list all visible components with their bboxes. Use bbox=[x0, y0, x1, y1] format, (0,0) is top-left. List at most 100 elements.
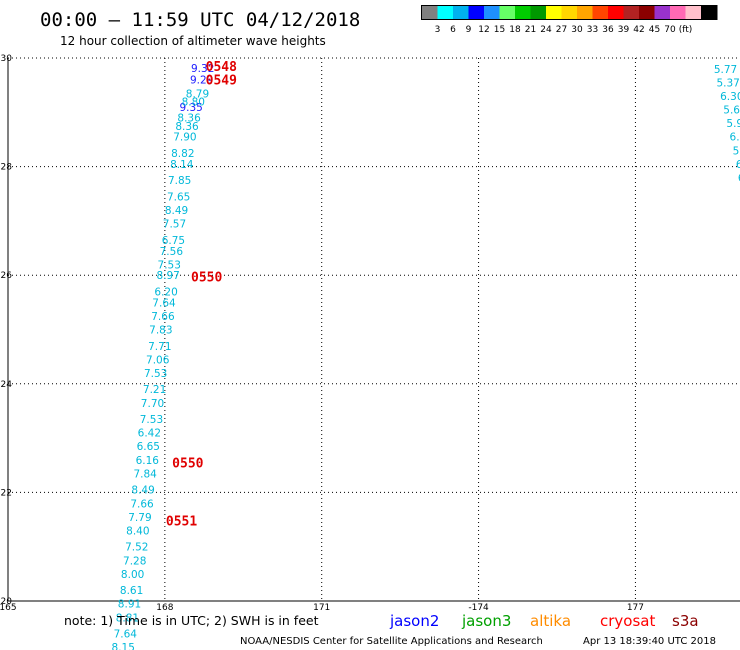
data-point-label: 7.57 bbox=[163, 219, 186, 231]
colorbar-swatch bbox=[639, 6, 655, 19]
colorbar-label: 9 bbox=[466, 25, 472, 35]
data-point-label: 8.15 bbox=[112, 642, 135, 650]
colorbar-swatch bbox=[546, 6, 562, 19]
data-point-label: 7.53 bbox=[144, 368, 167, 380]
colorbar-swatch bbox=[623, 6, 639, 19]
time-annotation: 0551 bbox=[166, 515, 197, 530]
data-point-label: 6.42 bbox=[138, 428, 161, 440]
colorbar-swatch bbox=[530, 6, 546, 19]
data-point-label: 9.29 bbox=[190, 75, 213, 87]
data-point-label: 7.65 bbox=[167, 191, 190, 203]
y-tick-label: 26 bbox=[1, 271, 13, 281]
data-point-label: 7.66 bbox=[151, 311, 175, 323]
satellite-legend-item: s3a bbox=[672, 612, 699, 630]
y-tick-label: 28 bbox=[1, 163, 13, 173]
colorbar-label: 39 bbox=[618, 25, 630, 35]
data-points: 9.329.299.358.798.808.368.367.908.828.14… bbox=[112, 63, 740, 650]
data-point-label: 6.16 bbox=[136, 455, 160, 467]
data-point-label: 5.88 bbox=[733, 145, 740, 157]
data-point-label: 9.35 bbox=[179, 102, 202, 114]
data-point-label: 6.20 bbox=[154, 286, 177, 298]
data-point-label: 7.85 bbox=[168, 175, 191, 187]
chart-title: 00:00 – 11:59 UTC 04/12/2018 bbox=[40, 9, 360, 31]
x-tick-label: -174 bbox=[468, 603, 489, 613]
satellite-legend-item: cryosat bbox=[600, 612, 655, 630]
data-point-label: 7.56 bbox=[160, 246, 184, 258]
data-point-label: 5.37 bbox=[716, 77, 739, 89]
x-tick-label: 171 bbox=[313, 603, 330, 613]
footer-note: note: 1) Time is in UTC; 2) SWH is in fe… bbox=[64, 613, 319, 628]
colorbar-swatch bbox=[422, 6, 438, 19]
colorbar-label: 6 bbox=[450, 25, 456, 35]
colorbar-swatch bbox=[468, 6, 484, 19]
data-point-label: 8.36 bbox=[175, 121, 199, 133]
data-point-label: 7.53 bbox=[140, 414, 163, 426]
colorbar-swatch bbox=[484, 6, 500, 19]
data-point-label: 7.28 bbox=[123, 555, 146, 567]
data-point-label: 7.06 bbox=[146, 354, 170, 366]
colorbar-swatch bbox=[592, 6, 608, 19]
time-annotation: 0550 bbox=[172, 457, 203, 472]
data-point-label: 6.30 bbox=[720, 91, 740, 103]
data-point-label: 8.49 bbox=[131, 485, 154, 497]
data-point-label: 7.66 bbox=[130, 498, 154, 510]
data-point-label: 9.32 bbox=[191, 63, 214, 75]
data-point-label: 8.49 bbox=[165, 205, 188, 217]
colorbar-label: 45 bbox=[649, 25, 660, 35]
time-annotations: 05480549055005500551094 bbox=[166, 60, 237, 530]
satellite-legend: jason2 jason3 altika cryosat s3a bbox=[389, 612, 699, 630]
data-point-label: 8.36 bbox=[177, 113, 201, 125]
colorbar-label: 30 bbox=[571, 25, 583, 35]
data-point-label: 8.91 bbox=[118, 599, 141, 611]
data-point-label: 7.52 bbox=[125, 542, 148, 554]
time-annotation: 0549 bbox=[206, 74, 237, 89]
chart-grid bbox=[7, 57, 740, 602]
colorbar-swatch bbox=[685, 6, 701, 19]
colorbar-swatch bbox=[701, 6, 717, 19]
satellite-legend-item: jason2 bbox=[389, 612, 439, 630]
colorbar-swatch bbox=[608, 6, 624, 19]
data-point-label: 8.80 bbox=[182, 96, 205, 108]
y-tick-label: 20 bbox=[1, 597, 13, 607]
colorbar-label: (ft) bbox=[679, 25, 693, 35]
colorbar-label: 3 bbox=[435, 25, 441, 35]
timestamp-text: Apr 13 18:39:40 UTC 2018 bbox=[583, 636, 716, 647]
colorbar-swatch bbox=[437, 6, 453, 19]
y-tick-label: 30 bbox=[1, 54, 13, 64]
data-point-label: 8.14 bbox=[170, 159, 194, 171]
y-tick-label: 24 bbox=[1, 380, 13, 390]
colorbar-swatch bbox=[499, 6, 515, 19]
data-point-label: 5.62 bbox=[723, 105, 740, 117]
colorbar-swatch bbox=[577, 6, 593, 19]
colorbar-label: 15 bbox=[494, 25, 505, 35]
colorbar-label: 21 bbox=[525, 25, 536, 35]
data-point-label: 8.00 bbox=[121, 569, 144, 581]
data-point-label: 6.90 bbox=[730, 132, 740, 144]
data-point-label: 6.65 bbox=[137, 441, 160, 453]
colorbar-legend: 3 6 9 12 15 18 21 24 27 30 33 36 39 42 45 70 (ft) bbox=[421, 5, 718, 35]
colorbar-label: 24 bbox=[540, 25, 552, 35]
data-point-label: 6.19 bbox=[736, 159, 740, 171]
satellite-legend-item: jason3 bbox=[461, 612, 511, 630]
data-point-label: 5.77 bbox=[714, 64, 737, 76]
data-point-label: 8.79 bbox=[186, 88, 209, 100]
colorbar-swatch bbox=[453, 6, 469, 19]
y-tick-label: 22 bbox=[1, 488, 12, 498]
data-point-label: 7.64 bbox=[114, 629, 138, 641]
data-point-label: 7.21 bbox=[143, 384, 166, 396]
credit-text: NOAA/NESDIS Center for Satellite Applica… bbox=[240, 636, 543, 647]
colorbar-label: 42 bbox=[633, 25, 644, 35]
data-point-label: 8.40 bbox=[126, 525, 149, 537]
data-point-label: 8.97 bbox=[156, 270, 179, 282]
colorbar-label: 70 bbox=[664, 25, 676, 35]
colorbar-label: 27 bbox=[556, 25, 567, 35]
x-tick-label: 177 bbox=[627, 603, 644, 613]
x-tick-label: 165 bbox=[0, 603, 17, 613]
colorbar-label: 18 bbox=[509, 25, 521, 35]
data-point-label: 7.84 bbox=[133, 468, 157, 480]
colorbar-label: 36 bbox=[602, 25, 614, 35]
colorbar-label: 33 bbox=[587, 25, 598, 35]
time-annotation: 0550 bbox=[191, 270, 222, 285]
